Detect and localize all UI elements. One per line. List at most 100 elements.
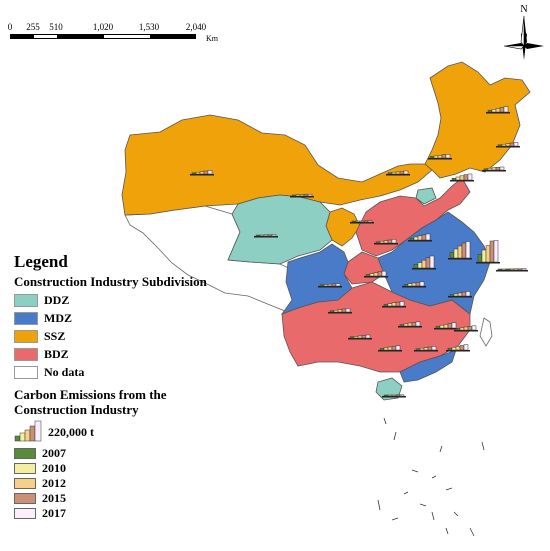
emission-bar-2017 <box>381 270 387 277</box>
emission-bar-baseline <box>476 262 500 264</box>
emission-bar-baseline <box>414 350 438 352</box>
scale-label-2: 510 <box>49 22 63 32</box>
year-swatch-2015 <box>14 492 36 504</box>
emission-bar-group <box>386 170 410 176</box>
subdivision-list: DDZ MDZ SSZ BDZ No data <box>14 292 214 381</box>
emission-bar-2007 <box>429 156 435 159</box>
emission-bar-2015 <box>415 282 421 287</box>
legend-label-mdz: MDZ <box>44 311 72 325</box>
emission-bar-baseline <box>386 174 410 176</box>
emission-bar-group <box>374 239 398 245</box>
swatch-ddz <box>14 294 38 307</box>
emission-bar-2010 <box>403 323 409 327</box>
emission-bar-2012 <box>263 234 269 237</box>
year-label-2012: 2012 <box>42 475 66 490</box>
emission-bar-group <box>290 193 314 198</box>
emission-bar-baseline <box>382 396 406 398</box>
emission-bar-baseline <box>254 236 278 238</box>
swatch-bdz <box>14 348 38 361</box>
swatch-ssz <box>14 330 38 343</box>
emission-bar-baseline <box>482 170 506 172</box>
legend-row-ssz: SSZ <box>14 328 214 345</box>
emission-bar-group <box>414 346 438 352</box>
scale-label-3: 1,020 <box>92 22 114 32</box>
emission-bar-2015 <box>341 308 347 313</box>
emission-bar-2017 <box>513 142 519 147</box>
emission-bar-2015 <box>517 268 523 271</box>
emission-bar-2012 <box>407 322 413 327</box>
zone-ddz-region <box>227 187 437 401</box>
emission-bar-2012 <box>459 175 465 181</box>
emission-bar-2007 <box>365 274 371 277</box>
emission-bar-2017 <box>431 346 437 351</box>
emission-bar-2012 <box>443 324 449 329</box>
emission-bar-2010 <box>451 347 457 351</box>
emission-bar-2010 <box>259 234 265 237</box>
emission-bar-group <box>454 325 478 332</box>
emission-bar-2017 <box>399 394 405 397</box>
emission-bar-2015 <box>461 291 467 297</box>
emission-bar-2010 <box>387 303 393 307</box>
year-swatch-2012 <box>14 477 36 489</box>
emission-bar-2017 <box>465 291 471 297</box>
emission-bar-group <box>382 394 406 398</box>
emission-bar-2010 <box>481 249 487 263</box>
emission-bar-2010 <box>295 194 301 197</box>
scale-segment <box>11 35 34 38</box>
emission-bar-2015 <box>395 301 401 307</box>
emission-bar-2007 <box>455 328 461 331</box>
emission-bar-2015 <box>509 142 515 147</box>
emission-bar-2010 <box>417 262 423 269</box>
emission-bar-2015 <box>303 193 309 197</box>
emission-bar-2017 <box>429 255 435 269</box>
emission-bar-group <box>364 270 388 278</box>
emission-bar-2012 <box>383 240 389 244</box>
emission-bar-2007 <box>505 268 511 271</box>
emission-bar-2017 <box>365 334 371 339</box>
scale-segment <box>150 35 196 38</box>
emission-bar-group <box>434 322 458 330</box>
emission-bar-2012 <box>495 108 501 113</box>
emission-bar-2017 <box>471 325 477 331</box>
emission-bar-2012 <box>437 155 443 159</box>
emission-bar-baseline <box>450 180 474 182</box>
emission-bar-2012 <box>455 346 461 351</box>
emission-bar-2017 <box>503 106 509 113</box>
emission-bar-2017 <box>467 173 473 181</box>
emission-bar-2012 <box>457 292 463 297</box>
north-label: N <box>520 4 528 15</box>
legend-title: Legend <box>14 252 68 271</box>
emission-bar-2012 <box>391 302 397 307</box>
emission-bar-baseline <box>434 328 458 330</box>
emission-bar-2010 <box>459 327 465 331</box>
emission-bar-2010 <box>487 167 493 171</box>
emission-bar-2012 <box>337 309 343 313</box>
emission-bar-2010 <box>453 248 459 259</box>
emission-bar-group <box>328 308 352 314</box>
emission-bar-2007 <box>483 168 489 171</box>
emission-bar-2012 <box>327 283 333 287</box>
legend: Legend Construction Industry Subdivision… <box>14 252 214 520</box>
year-row-2015: 2015 <box>14 491 214 505</box>
emission-bar-2007 <box>191 172 197 175</box>
emission-bar-baseline <box>428 158 452 160</box>
scale-label-5: 2,040 <box>185 22 207 32</box>
emission-bar-2017 <box>521 268 527 271</box>
emission-bar-group <box>504 268 528 272</box>
zone-ssz-region <box>121 61 531 247</box>
emission-bar-baseline <box>290 196 314 198</box>
emission-bar-group <box>446 344 470 352</box>
emission-bar-2015 <box>363 220 369 223</box>
emission-bar-2017 <box>307 193 313 197</box>
year-label-2007: 2007 <box>42 445 66 460</box>
emission-bar-2017 <box>425 233 431 241</box>
emission-bar-2012 <box>513 268 519 271</box>
emission-bar-2010 <box>323 284 329 287</box>
legend-label-ddz: DDZ <box>44 293 70 307</box>
emission-bar-2007 <box>383 394 389 397</box>
emissions-heading: Carbon Emissions from the Construction I… <box>14 387 167 417</box>
emission-bar-2017 <box>271 234 277 237</box>
emission-bar-2007 <box>383 303 389 307</box>
emission-bar-2015 <box>203 170 209 175</box>
north-arrow-icon <box>503 15 544 60</box>
